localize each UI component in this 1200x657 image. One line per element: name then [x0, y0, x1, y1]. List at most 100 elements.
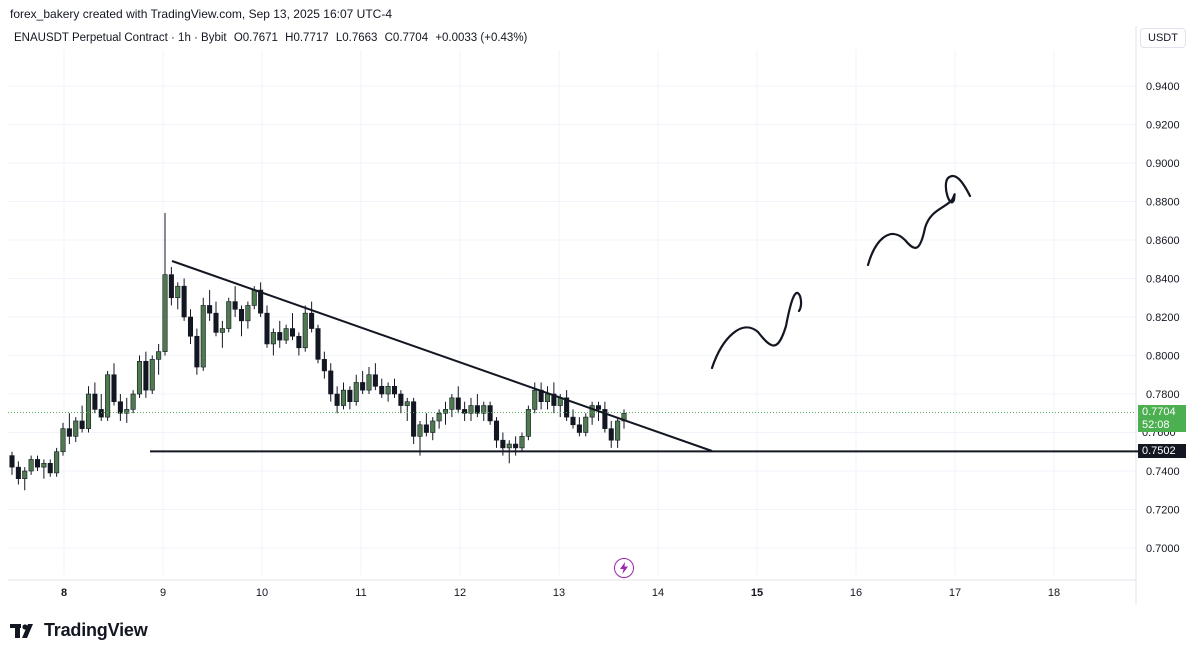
candle-body — [570, 416, 576, 426]
candle-body — [60, 428, 66, 453]
candle-body — [277, 332, 283, 341]
candle-body — [73, 420, 79, 437]
y-tick-label: 0.9200 — [1146, 120, 1180, 132]
candle-body — [366, 374, 372, 391]
symbol-name[interactable]: ENAUSDT Perpetual Contract · 1h · Bybit — [14, 32, 227, 44]
candle-body — [398, 393, 404, 406]
y-tick-label: 0.9000 — [1146, 158, 1180, 170]
candle-body — [9, 455, 15, 468]
candle-body — [238, 308, 245, 322]
candle-body — [111, 374, 117, 403]
candle-body — [213, 312, 219, 333]
candle-body — [583, 416, 589, 433]
candle-body — [168, 274, 174, 299]
candle-body — [232, 301, 238, 310]
x-tick-label: 18 — [1048, 587, 1060, 599]
y-tick-label: 0.8600 — [1146, 235, 1180, 247]
candle-body — [162, 274, 168, 352]
candle-body — [481, 405, 487, 414]
candle-body — [423, 424, 429, 433]
tradingview-logo[interactable]: TradingView — [10, 620, 148, 641]
candle-body — [226, 301, 232, 329]
candle-body — [462, 409, 468, 414]
candle-body — [251, 289, 257, 306]
candle-body — [105, 374, 111, 418]
candle-body — [92, 393, 98, 410]
candle-body — [315, 328, 321, 360]
ohlc-open: O0.7671 — [233, 32, 278, 44]
x-tick-label: 10 — [256, 587, 268, 599]
candle-body — [468, 405, 474, 414]
price-change: +0.0033 (+0.43%) — [435, 32, 528, 44]
candle-body — [194, 335, 200, 368]
candle-body — [143, 360, 149, 391]
candle-body — [245, 305, 251, 322]
ohlc-low: L0.7663 — [335, 32, 378, 44]
candle-body — [321, 359, 327, 372]
candle-body — [309, 312, 315, 329]
candle-body — [589, 405, 595, 418]
candle-body — [493, 420, 500, 441]
candle-body — [372, 374, 378, 387]
candle-body — [156, 351, 162, 360]
candle-body — [149, 359, 155, 391]
y-tick-label: 0.7400 — [1146, 466, 1180, 478]
candle-body — [455, 397, 461, 410]
candle-body — [79, 420, 85, 429]
x-tick-label: 8 — [61, 587, 67, 599]
support-price-tag: 0.7502 — [1138, 444, 1186, 458]
candle-body — [544, 393, 551, 402]
candle-body — [391, 385, 398, 395]
x-tick-label: 14 — [652, 587, 664, 599]
x-tick-label: 11 — [355, 587, 366, 599]
candle-body — [181, 285, 187, 318]
y-tick-label: 0.8800 — [1146, 197, 1180, 209]
resistance-trendline — [171, 260, 713, 452]
candle-body — [417, 424, 423, 437]
x-tick-label: 12 — [454, 587, 466, 599]
candle-body — [219, 328, 225, 333]
candle-body — [436, 412, 442, 422]
x-tick-label: 13 — [553, 587, 565, 599]
y-tick-label: 0.8200 — [1146, 312, 1180, 324]
candle-body — [187, 316, 194, 337]
candle-body — [34, 459, 41, 468]
candle-body — [15, 466, 21, 479]
flash-icon[interactable] — [614, 558, 634, 578]
candle-body — [551, 393, 557, 406]
candle-body — [525, 409, 531, 437]
candle-body — [98, 409, 104, 418]
x-tick-label: 15 — [751, 587, 763, 599]
candle-body — [608, 428, 614, 441]
candle-body — [130, 393, 136, 410]
candle-body — [270, 332, 276, 345]
candle-body — [500, 439, 506, 449]
candle-body — [124, 409, 130, 414]
candle-body — [411, 401, 417, 437]
candle-body — [136, 360, 143, 395]
currency-button[interactable]: USDT — [1140, 28, 1186, 48]
candle-body — [353, 382, 359, 403]
candle-body — [379, 385, 385, 395]
tradingview-logo-mark — [10, 622, 38, 640]
y-tick-label: 0.9400 — [1146, 81, 1180, 93]
candle-body — [347, 389, 353, 402]
y-tick-label: 0.7800 — [1146, 389, 1180, 401]
countdown-tag: 52:08 — [1138, 418, 1186, 432]
candle-body — [200, 305, 206, 368]
candle-body — [66, 428, 72, 437]
candle-body — [360, 382, 366, 391]
candle-body — [264, 312, 270, 345]
candle-body — [404, 401, 410, 406]
candle-body — [385, 385, 391, 395]
y-tick-label: 0.7200 — [1146, 505, 1180, 517]
candle-body — [576, 424, 582, 433]
symbol-legend[interactable]: ENAUSDT Perpetual Contract · 1h · Bybit … — [14, 32, 531, 44]
x-tick-label: 16 — [850, 587, 862, 599]
candle-body — [258, 289, 264, 314]
candle-body — [340, 389, 347, 406]
tradingview-wordmark: TradingView — [44, 620, 148, 640]
candle-body — [289, 328, 296, 337]
candle-body — [283, 328, 289, 341]
